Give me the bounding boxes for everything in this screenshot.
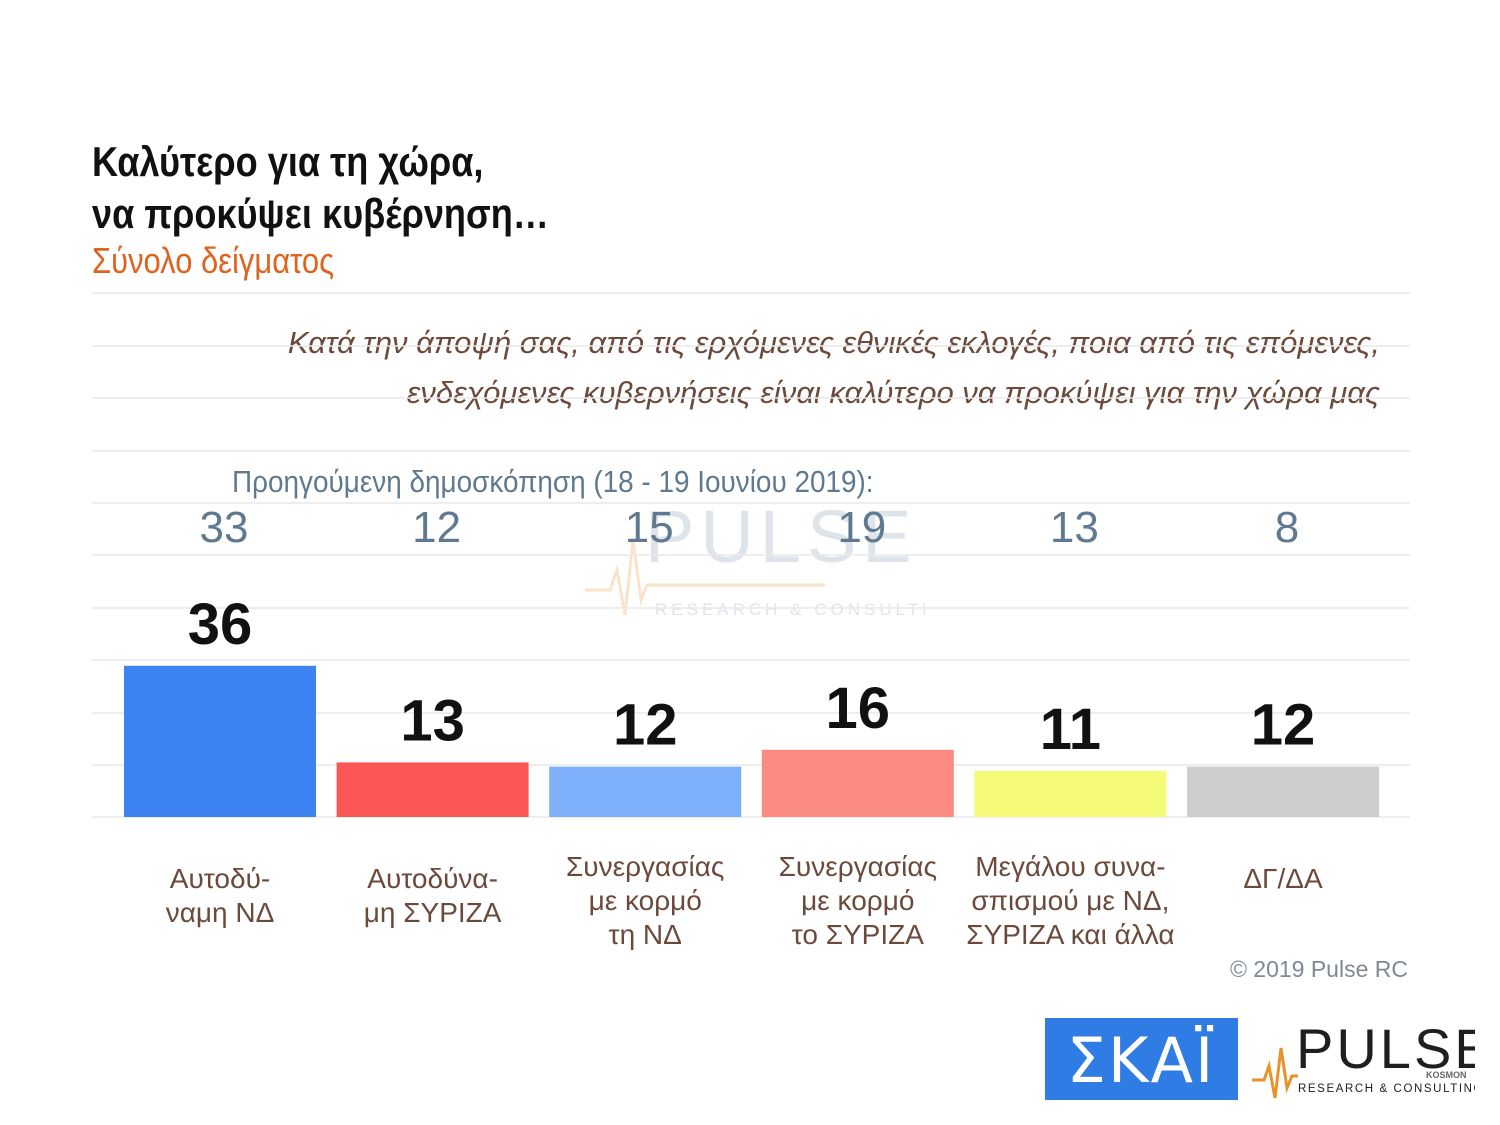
category-label: Αυτοδύνα-: [367, 863, 498, 894]
chart-title-line1: Καλύτερο για τη χώρα,: [92, 138, 484, 185]
category-label: σπισμού με ΝΔ,: [971, 885, 1169, 916]
value-label: 11: [1040, 697, 1101, 762]
category-label: μη ΣΥΡΙΖΑ: [364, 897, 502, 928]
survey-question-line2: ενδεχόμενες κυβερνήσεις είναι καλύτερο ν…: [406, 375, 1380, 410]
category-label: ναμη ΝΔ: [166, 897, 275, 928]
bar-3: [549, 766, 742, 817]
category-label: Συνεργασίας: [566, 851, 724, 882]
previous-value-label: 19: [837, 503, 886, 552]
category-label: Συνεργασίας: [779, 851, 937, 882]
category-label: το ΣΥΡΙΖΑ: [792, 919, 925, 950]
previous-value-label: 33: [200, 503, 249, 552]
skai-logo: ΣΚΑΪ: [1045, 1018, 1238, 1100]
value-label: 12: [613, 693, 678, 758]
category-label: τη ΝΔ: [609, 919, 682, 950]
copyright-text: © 2019 Pulse RC: [1229, 956, 1408, 982]
watermark-sub: RESEARCH & CONSULTING: [655, 600, 925, 619]
previous-value-label: 8: [1275, 503, 1299, 552]
category-label: Αυτοδύ-: [170, 863, 270, 894]
bar-2: [336, 762, 529, 817]
survey-question: Κατά την άποψή σας, από τις ερχόμενες εθ…: [180, 318, 1380, 418]
bar-5: [974, 770, 1167, 817]
previous-value-label: 13: [1050, 503, 1099, 552]
category-label: με κορμό: [589, 885, 702, 916]
pulse-logo-sub: RESEARCH & CONSULTING: [1298, 1083, 1475, 1095]
value-label: 16: [826, 676, 891, 741]
chart-title-line2: να προκύψει κυβέρνηση…: [92, 190, 549, 237]
skai-logo-text: ΣΚΑΪ: [1067, 1024, 1216, 1097]
bar-6: [1187, 766, 1379, 817]
chart-subtitle: Σύνολο δείγματος: [92, 240, 335, 281]
category-label: ΔΓ/ΔΑ: [1243, 863, 1323, 894]
bar-chart: 36 33 Αυτοδύ-ναμη ΝΔ 13 12 Αυτοδύνα-μη ΣΥΡΙΖΑ…: [92, 292, 1410, 950]
category-label: ΣΥΡΙΖΑ και άλλα: [966, 919, 1174, 950]
value-label: 13: [400, 688, 465, 753]
chart-title: Καλύτερο για τη χώρα, να προκύψει κυβέρν…: [92, 136, 549, 240]
previous-poll-label: Προηγούμενη δημοσκόπηση (18 - 19 Ιουνίου…: [232, 464, 874, 499]
pulse-logo-name: PULSE: [1296, 1018, 1475, 1080]
pulse-logo: PULSE KOSMON RESEARCH & CONSULTING: [1250, 1017, 1492, 1108]
pulse-watermark: PULSE RESEARCH & CONSULTING: [585, 495, 960, 635]
watermark-name: PULSE: [645, 500, 918, 578]
value-label: 36: [188, 592, 253, 657]
value-label: 12: [1251, 693, 1316, 758]
category-label: Μεγάλου συνα-: [975, 851, 1165, 882]
survey-question-line1: Κατά την άποψή σας, από τις ερχόμενες εθ…: [287, 325, 1380, 360]
bar-1: [124, 665, 316, 817]
previous-value-label: 12: [412, 503, 461, 552]
previous-value-label: 15: [625, 503, 674, 552]
category-label: με κορμό: [801, 885, 914, 916]
pulse-logo-tag: KOSMON: [1426, 1070, 1467, 1080]
bar-4: [761, 749, 954, 817]
